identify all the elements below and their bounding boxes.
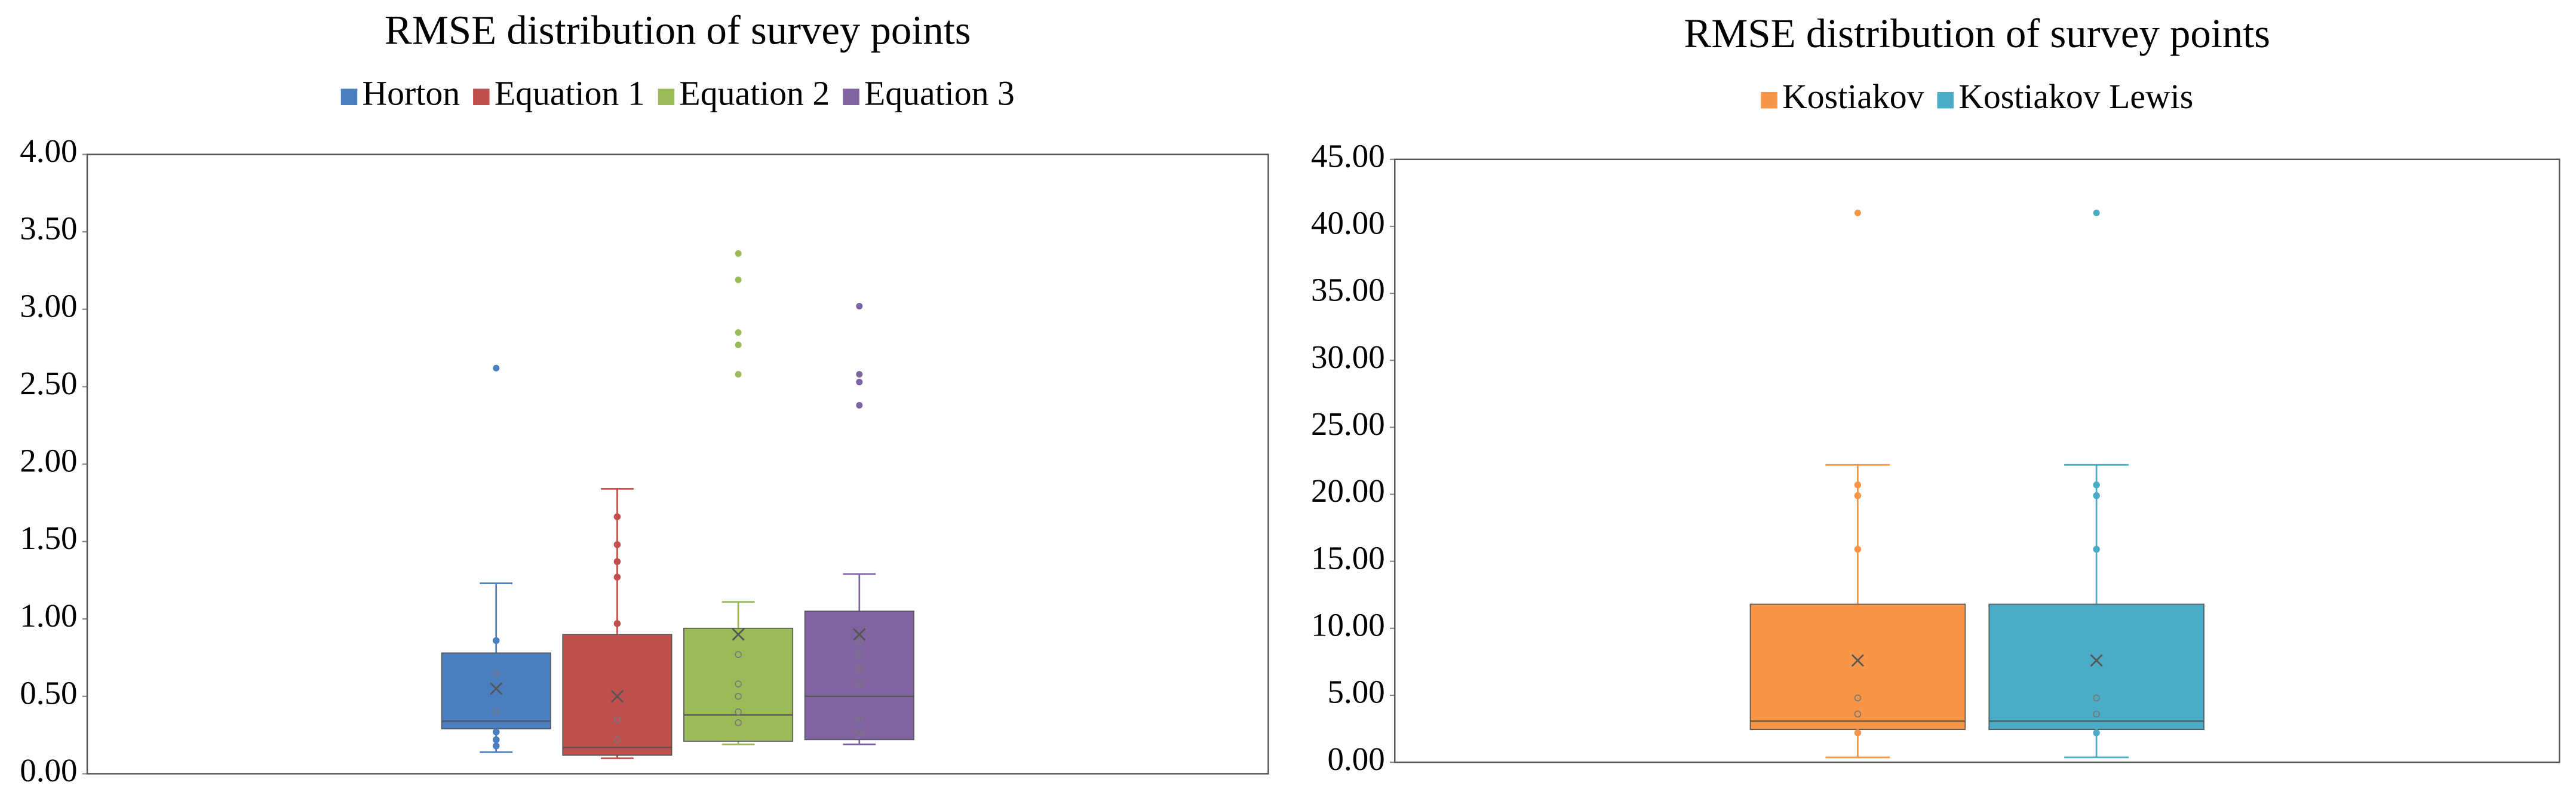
legend-swatch (1937, 92, 1954, 109)
y-tick-label: 4.00 (20, 133, 77, 169)
box (683, 627, 794, 742)
data-point (856, 665, 863, 672)
data-point (856, 651, 863, 658)
data-point (2093, 729, 2100, 737)
y-tick-label: 2.00 (20, 443, 77, 479)
data-point (1854, 481, 1862, 489)
data-point (492, 728, 500, 736)
outlier (493, 364, 500, 372)
outlier (856, 371, 863, 378)
legend: Kostiakov Kostiakov Lewis (1761, 78, 2193, 116)
data-point (1854, 694, 1862, 702)
mean-marker (732, 628, 745, 641)
legend-swatch (843, 88, 859, 106)
mean-marker (490, 682, 503, 695)
y-tick-label: 2.50 (20, 365, 77, 401)
outlier (856, 401, 863, 409)
y-tick-label: 25.00 (1311, 406, 1385, 442)
mean-marker (2090, 654, 2103, 667)
legend-label: Horton (362, 75, 460, 113)
y-tick-label: 40.00 (1311, 205, 1385, 241)
y-tick-label: 15.00 (1311, 539, 1385, 576)
legend-label: Kostiakov Lewis (1958, 78, 2193, 116)
legend: Horton Equation 1 Equation 2 Equation 3 (340, 75, 1015, 113)
outlier (735, 341, 742, 348)
y-tick-label: 1.50 (20, 520, 77, 556)
data-point (492, 708, 500, 716)
data-point (735, 719, 742, 726)
data-point (613, 558, 621, 566)
legend-swatch (473, 88, 490, 106)
outlier (735, 371, 742, 378)
y-tick-label: 10.00 (1311, 606, 1385, 643)
data-point (613, 736, 621, 744)
legend-label: Equation 2 (679, 75, 830, 113)
mean-marker (610, 690, 624, 703)
box (804, 610, 914, 741)
legend-label: Equation 3 (864, 75, 1015, 113)
y-tick-label: 0.00 (20, 752, 77, 788)
y-tick-label: 45.00 (1311, 137, 1385, 174)
outlier (1854, 210, 1861, 217)
data-point (492, 736, 500, 744)
data-point (2093, 545, 2100, 553)
outlier (2093, 210, 2100, 217)
chart-title: RMSE distribution of survey points (1684, 11, 2270, 56)
y-tick-label: 0.50 (20, 674, 77, 711)
data-point (735, 693, 742, 700)
data-point (735, 708, 742, 716)
data-point (2093, 694, 2100, 702)
data-point (613, 573, 621, 581)
data-point (1854, 492, 1862, 499)
mean-marker (853, 628, 866, 641)
y-tick-label: 3.00 (20, 287, 77, 324)
legend-label: Equation 1 (495, 75, 645, 113)
outlier (735, 329, 742, 336)
y-tick-label: 35.00 (1311, 272, 1385, 308)
data-point (735, 680, 742, 688)
data-point (1854, 545, 1862, 553)
mean-marker (1851, 654, 1864, 667)
data-point (613, 620, 621, 627)
plot-frame (86, 154, 1269, 775)
y-tick-label: 5.00 (1328, 674, 1385, 710)
data-point (1854, 729, 1862, 737)
legend-swatch (1761, 92, 1777, 109)
data-point (492, 742, 500, 750)
box (1988, 603, 2205, 731)
y-tick-label: 20.00 (1311, 472, 1385, 509)
data-point (2093, 481, 2100, 489)
data-point (2093, 492, 2100, 499)
data-point (492, 670, 500, 677)
data-point (856, 639, 863, 646)
plot-frame (1394, 158, 2560, 763)
box (1749, 603, 1966, 731)
legend-swatch (340, 88, 358, 106)
data-point (856, 680, 863, 688)
outlier (856, 303, 863, 310)
y-tick-label: 0.00 (1328, 741, 1385, 777)
y-tick-label: 3.50 (20, 210, 77, 247)
box (562, 634, 673, 756)
outlier (856, 379, 863, 386)
y-tick-label: 30.00 (1311, 339, 1385, 375)
chart-title: RMSE distribution of survey points (385, 8, 971, 53)
data-point (735, 651, 742, 658)
data-point (856, 728, 863, 736)
data-point (613, 716, 621, 723)
outlier (735, 276, 742, 283)
legend-swatch (658, 88, 675, 106)
box (441, 652, 551, 730)
legend-label: Kostiakov (1782, 78, 1924, 116)
outlier (735, 250, 742, 257)
data-point (1854, 710, 1862, 718)
data-point (613, 513, 621, 520)
data-point (856, 716, 863, 723)
y-tick-label: 1.00 (20, 597, 77, 634)
data-point (492, 637, 500, 645)
data-point (613, 541, 621, 548)
data-point (2093, 710, 2100, 718)
